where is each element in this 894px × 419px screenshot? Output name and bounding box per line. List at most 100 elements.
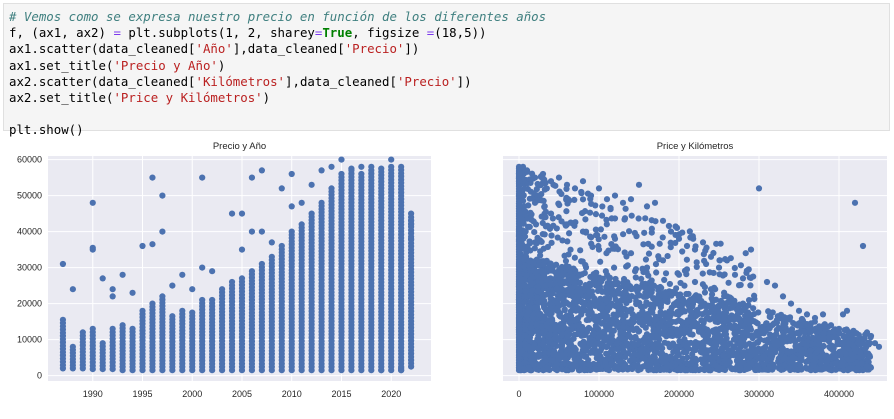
- scatter-point: [599, 203, 606, 210]
- y-tick-label: 60000: [17, 155, 42, 165]
- scatter-point: [526, 195, 533, 202]
- code-line: [9, 106, 546, 122]
- scatter-point: [875, 343, 883, 350]
- scatter-point: [613, 312, 621, 319]
- scatter-point: [804, 358, 811, 365]
- scatter-point: [520, 192, 527, 199]
- scatter-point: [842, 350, 850, 357]
- scatter-point: [218, 286, 226, 293]
- scatter-point: [784, 327, 791, 334]
- scatter-point: [552, 332, 559, 339]
- scatter-point: [368, 163, 375, 170]
- scatter-point: [853, 330, 860, 337]
- scatter-point: [398, 163, 405, 170]
- scatter-point: [633, 233, 640, 240]
- scatter-point: [560, 360, 567, 367]
- scatter-point: [706, 355, 713, 362]
- scatter-point: [747, 282, 754, 289]
- scatter-point: [515, 192, 523, 199]
- scatter-point: [679, 365, 686, 372]
- scatter-point: [703, 349, 710, 356]
- scatter-point: [591, 342, 598, 349]
- scatter-point: [159, 192, 166, 199]
- scatter-point: [834, 338, 841, 345]
- scatter-point: [645, 240, 652, 247]
- code-token: =: [314, 25, 323, 41]
- code-token: True: [322, 25, 353, 41]
- x-tick-label: 2010: [282, 389, 302, 399]
- scatter-point: [583, 347, 590, 354]
- scatter-point: [692, 342, 700, 349]
- scatter-point: [606, 303, 614, 310]
- scatter-point: [592, 226, 599, 233]
- scatter-point: [539, 230, 546, 238]
- scatter-point: [642, 215, 649, 222]
- scatter-point: [597, 226, 604, 233]
- scatter-point: [771, 282, 779, 289]
- scatter-point: [632, 265, 640, 273]
- scatter-point: [640, 241, 647, 248]
- scatter-point: [753, 366, 760, 373]
- scatter-point: [720, 310, 727, 317]
- scatter-point: [576, 279, 584, 286]
- scatter-point: [750, 332, 758, 339]
- scatter-point: [705, 367, 712, 374]
- code-cell[interactable]: # Vemos como se expresa nuestro precio e…: [3, 3, 890, 137]
- scatter-point: [730, 365, 737, 372]
- scatter-point: [199, 174, 206, 181]
- scatter-point: [641, 284, 648, 291]
- x-tick-label: 400000: [824, 389, 854, 399]
- scatter-point: [562, 257, 570, 265]
- code-line: ax1.set_title('Precio y Año'): [9, 58, 546, 74]
- scatter-point: [535, 262, 543, 269]
- scatter-point: [737, 281, 744, 289]
- scatter-point: [637, 346, 645, 353]
- scatter-point: [582, 261, 589, 269]
- scatter-point: [721, 271, 728, 278]
- scatter-point: [742, 250, 749, 257]
- scatter-point: [139, 307, 146, 314]
- scatter-point: [268, 239, 275, 246]
- scatter-point: [687, 308, 695, 315]
- code-line: plt.show(): [9, 122, 546, 138]
- scatter-point: [605, 355, 612, 362]
- scatter-point: [684, 354, 691, 361]
- scatter-point: [687, 313, 694, 320]
- y-tick-label: 10000: [17, 335, 42, 345]
- scatter-point: [547, 357, 554, 364]
- scatter-point: [686, 228, 693, 235]
- scatter-point: [691, 246, 699, 253]
- scatter-point: [388, 156, 395, 163]
- scatter-point: [566, 197, 573, 204]
- code-editor[interactable]: # Vemos como se expresa nuestro precio e…: [9, 9, 546, 139]
- scatter-point: [712, 296, 720, 303]
- code-token: 'Precio': [396, 73, 457, 89]
- scatter-point: [378, 367, 385, 374]
- scatter-point: [663, 365, 670, 372]
- scatter-point: [702, 247, 709, 254]
- scatter-point: [754, 354, 761, 361]
- scatter-point: [531, 239, 539, 246]
- scatter-point: [557, 313, 564, 320]
- scatter-point: [338, 170, 345, 178]
- scatter-point: [646, 314, 653, 322]
- scatter-point: [547, 178, 555, 185]
- scatter-point: [704, 309, 711, 317]
- scatter-point: [610, 327, 617, 334]
- code-token: ): [217, 57, 226, 73]
- scatter-point: [549, 290, 556, 297]
- scatter-point: [238, 246, 246, 253]
- scatter-point: [609, 289, 616, 297]
- scatter-point: [840, 367, 847, 374]
- scatter-point: [578, 258, 585, 265]
- scatter-point: [541, 304, 548, 311]
- scatter-point: [238, 275, 246, 282]
- scatter-point: [298, 221, 305, 228]
- scatter-point: [702, 334, 709, 341]
- scatter-point: [268, 253, 275, 260]
- scatter-point: [526, 304, 534, 311]
- scatter-point: [732, 314, 739, 321]
- scatter-point: [559, 237, 566, 244]
- scatter-point: [730, 336, 738, 343]
- scatter-point: [829, 346, 836, 354]
